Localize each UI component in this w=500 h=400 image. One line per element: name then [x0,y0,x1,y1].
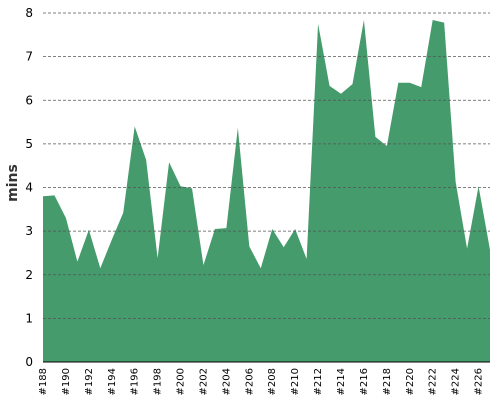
x-tick-label: #212 [313,368,324,395]
y-tick-label: 7 [25,50,33,64]
y-tick-label: 4 [25,181,33,195]
x-tick-label: #210 [290,368,301,395]
y-axis-label: mins [5,164,21,202]
x-tick-label: #220 [405,368,416,395]
x-tick-label: #222 [428,368,439,395]
x-tick-label: #188 [38,368,49,395]
y-tick-label: 1 [25,311,33,325]
x-tick-label: #198 [153,368,164,395]
x-tick-label: #204 [221,368,232,395]
y-tick-label: 5 [25,137,33,151]
y-tick-label: 6 [25,93,33,107]
x-tick-label: #218 [382,368,393,395]
x-tick-label: #200 [176,368,187,395]
y-tick-label: 0 [25,355,33,369]
x-tick-label: #216 [359,368,370,395]
y-tick-label: 8 [25,6,33,20]
x-tick-label: #196 [130,368,141,395]
y-tick-label: 3 [25,224,33,238]
x-tick-label: #226 [474,368,485,395]
x-tick-label: #206 [244,368,255,395]
x-tick-label: #214 [336,368,347,395]
y-tick-label: 2 [25,268,33,282]
x-tick-label: #190 [61,368,72,395]
area [43,19,490,362]
x-tick-label: #224 [451,368,462,395]
x-tick-label: #194 [107,368,118,395]
x-tick-label: #192 [84,368,95,395]
x-tick-label: #208 [267,368,278,395]
x-tick-label: #202 [198,368,209,395]
